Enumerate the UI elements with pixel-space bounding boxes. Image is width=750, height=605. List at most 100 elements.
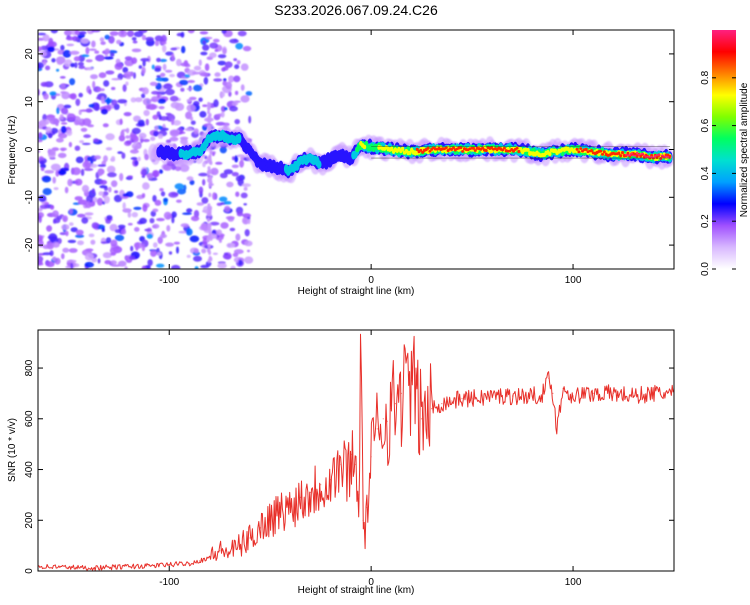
figure-title: S233.2026.067.09.24.C26 (274, 2, 438, 18)
noise-blob (230, 265, 236, 269)
noise-blob (141, 34, 147, 41)
noise-blob (222, 47, 227, 55)
noise-blob (155, 77, 166, 82)
noise-blob (117, 151, 123, 155)
colorbar-tick-label: 0.6 (700, 118, 711, 132)
noise-blob (247, 249, 250, 253)
ridge-segment (602, 150, 606, 154)
noise-blob (204, 155, 208, 160)
noise-blob (62, 247, 70, 253)
noise-blob (49, 117, 59, 125)
noise-blob (176, 246, 179, 254)
noise-blob (129, 255, 136, 260)
noise-blob (95, 54, 105, 62)
noise-blob (99, 88, 105, 92)
noise-blob (221, 67, 226, 72)
ridge-segment (655, 153, 659, 156)
noise-blob (134, 160, 139, 166)
noise-blob (122, 84, 127, 92)
noise-blob (202, 161, 206, 168)
snr-x-label: Height of straight line (km) (298, 585, 415, 596)
noise-blob (209, 52, 217, 58)
noise-blob (131, 37, 137, 41)
noise-blob (218, 239, 222, 243)
noise-blob (125, 127, 130, 134)
noise-blob (156, 75, 161, 78)
noise-blob (233, 75, 241, 83)
noise-blob (84, 201, 92, 209)
noise-blob (235, 191, 240, 197)
noise-blob (207, 166, 211, 171)
noise-blob (225, 81, 233, 90)
y-tick-label: 800 (24, 359, 35, 376)
noise-blob (142, 60, 146, 67)
noise-blob (42, 252, 52, 256)
noise-blob (99, 37, 105, 42)
noise-blob (223, 201, 232, 205)
colorbar-gradient (712, 30, 736, 269)
noise-blob (122, 67, 129, 73)
snr-data-points (38, 330, 674, 569)
noise-blob (173, 241, 180, 245)
noise-blob (92, 80, 96, 89)
noise-blob (61, 224, 70, 231)
colorbar: 0.0 0.2 0.4 0.6 0.8 Normalized spectral ampl… (700, 30, 750, 276)
noise-blob (58, 170, 67, 176)
noise-blob (247, 216, 251, 220)
ridge-segment (584, 147, 588, 152)
noise-blob (171, 118, 175, 126)
noise-blob (47, 149, 56, 156)
noise-blob (87, 124, 94, 128)
noise-blob (156, 263, 165, 268)
noise-blob (38, 46, 43, 50)
noise-blob (52, 241, 60, 248)
noise-blob (55, 169, 60, 177)
noise-blob (39, 119, 50, 126)
noise-blob (186, 176, 194, 181)
snr-data-point (249, 537, 251, 539)
noise-blob (125, 81, 129, 86)
noise-blob (116, 39, 122, 45)
noise-blob (149, 218, 155, 224)
noise-blob (168, 251, 173, 255)
noise-blob (156, 252, 162, 256)
noise-blob (117, 224, 126, 229)
colorbar-tick-label: 0.4 (700, 166, 711, 180)
noise-blob (238, 259, 243, 266)
noise-blob (209, 205, 213, 211)
noise-blob (245, 91, 253, 96)
noise-blob (54, 257, 61, 265)
noise-blob (47, 46, 55, 53)
noise-blob (156, 217, 165, 222)
noise-blob (60, 44, 65, 51)
noise-blob (194, 266, 199, 269)
noise-blob (193, 128, 199, 135)
noise-blob (223, 169, 233, 175)
noise-blob (199, 31, 209, 35)
noise-blob (109, 247, 119, 255)
noise-blob (93, 104, 100, 111)
noise-blob (209, 180, 213, 185)
noise-blob (69, 50, 80, 55)
noise-blob (105, 133, 115, 141)
noise-blob (186, 87, 193, 91)
ridge-segment (599, 149, 603, 153)
noise-blob (142, 98, 152, 106)
snr-data-point (289, 507, 291, 509)
ridge-segment (362, 144, 367, 150)
noise-blob (165, 69, 173, 73)
noise-blob (130, 245, 134, 252)
noise-blob (111, 156, 116, 161)
snr-data-point (358, 494, 360, 496)
snr-data-point (188, 562, 190, 565)
noise-blob (169, 129, 180, 137)
noise-blob (64, 186, 69, 194)
noise-blob (193, 248, 199, 254)
noise-blob (163, 211, 172, 220)
noise-region (38, 30, 254, 269)
snr-data-point (67, 566, 69, 568)
noise-blob (165, 51, 174, 56)
noise-blob (65, 36, 75, 41)
noise-blob (235, 42, 244, 50)
noise-blob (40, 167, 45, 171)
